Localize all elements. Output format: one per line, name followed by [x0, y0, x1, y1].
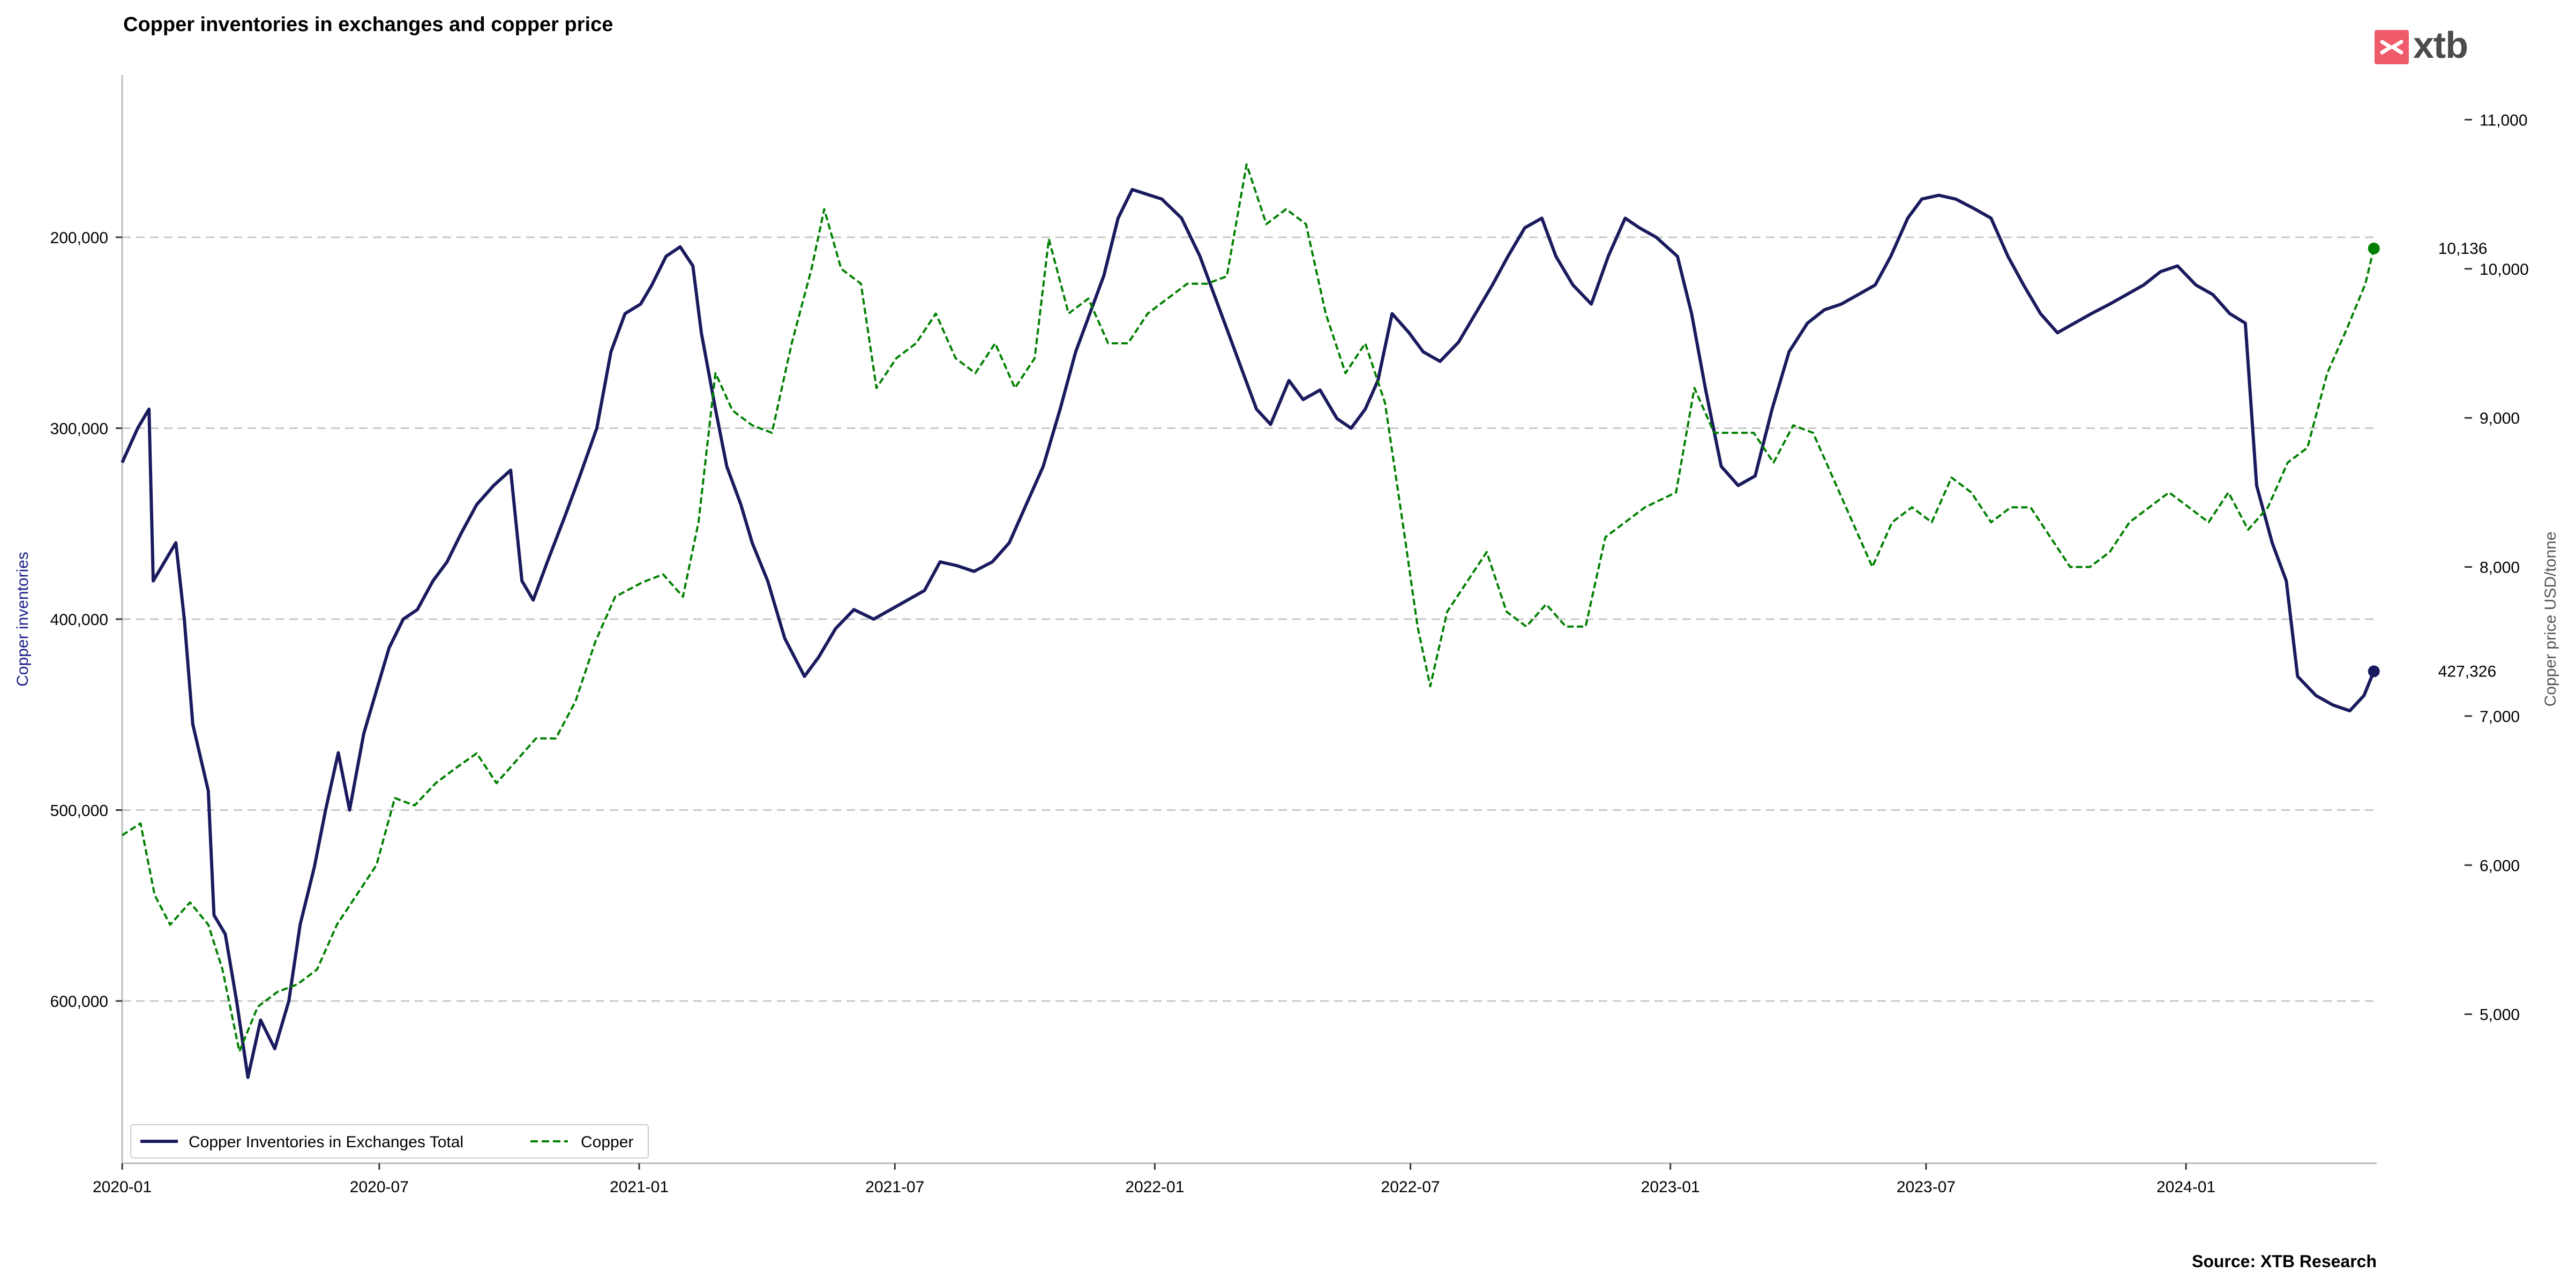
xtb-logo: xtb — [2375, 24, 2471, 67]
series-lines — [121, 163, 2376, 1079]
right-tick-label: 9,000 — [2480, 410, 2520, 427]
series-line-inventories — [121, 187, 2376, 1079]
x-tick-label: 2023-01 — [1641, 1178, 1700, 1196]
legend: Copper Inventories in Exchanges Total Co… — [130, 1124, 649, 1158]
left-axis-ticks: 200,000 300,000 400,000 500,000 600,000 — [50, 229, 122, 1011]
xtb-logo-icon — [2375, 30, 2409, 64]
right-tick-label: 7,000 — [2480, 708, 2520, 726]
end-label-copper: 10,136 — [2438, 240, 2488, 258]
x-tick-label: 2022-07 — [1381, 1178, 1440, 1196]
x-tick-label: 2024-01 — [2156, 1178, 2215, 1196]
x-tick-label: 2023-07 — [1897, 1178, 1956, 1196]
left-axis-label: Copper inventories — [14, 552, 32, 687]
left-tick-label: 400,000 — [50, 611, 108, 629]
left-tick-label: 600,000 — [50, 993, 108, 1011]
x-tick-label: 2021-01 — [610, 1178, 669, 1196]
series-end-markers: 427,326 10,136 — [2368, 240, 2496, 680]
left-tick-label: 500,000 — [50, 802, 108, 819]
right-tick-label: 6,000 — [2480, 857, 2520, 875]
gridlines — [122, 236, 2377, 1002]
x-tick-label: 2022-01 — [1125, 1178, 1184, 1196]
right-axis-label: Copper price USD/tonne — [2542, 532, 2559, 707]
end-point-copper — [2368, 243, 2380, 255]
xtb-logo-text: xtb — [2413, 24, 2468, 66]
end-point-inventories — [2368, 665, 2380, 678]
x-tick-label: 2020-07 — [350, 1178, 409, 1196]
x-tick-label: 2021-07 — [865, 1178, 924, 1196]
x-axis-ticks: 2020-01 2020-07 2021-01 2021-07 2022-01 2022-… — [93, 1163, 2215, 1196]
legend-label-copper: Copper — [581, 1133, 633, 1151]
right-tick-label: 10,000 — [2480, 261, 2529, 279]
series-line-copper — [121, 163, 2375, 1053]
right-tick-label: 8,000 — [2480, 559, 2520, 577]
right-tick-label: 11,000 — [2480, 112, 2528, 130]
chart-title: Copper inventories in exchanges and copp… — [123, 13, 613, 36]
legend-box — [130, 1124, 649, 1158]
x-tick-label: 2020-01 — [93, 1178, 152, 1196]
end-label-inventories: 427,326 — [2438, 663, 2496, 680]
left-tick-label: 300,000 — [50, 420, 108, 438]
legend-label-inventories: Copper Inventories in Exchanges Total — [189, 1133, 463, 1151]
source-note: Source: XTB Research — [2192, 1252, 2377, 1271]
right-axis-ticks: 5,000 6,000 7,000 8,000 9,000 10,000 11,000 — [2465, 112, 2529, 1024]
left-tick-label: 200,000 — [50, 229, 108, 247]
right-tick-label: 5,000 — [2480, 1006, 2520, 1024]
